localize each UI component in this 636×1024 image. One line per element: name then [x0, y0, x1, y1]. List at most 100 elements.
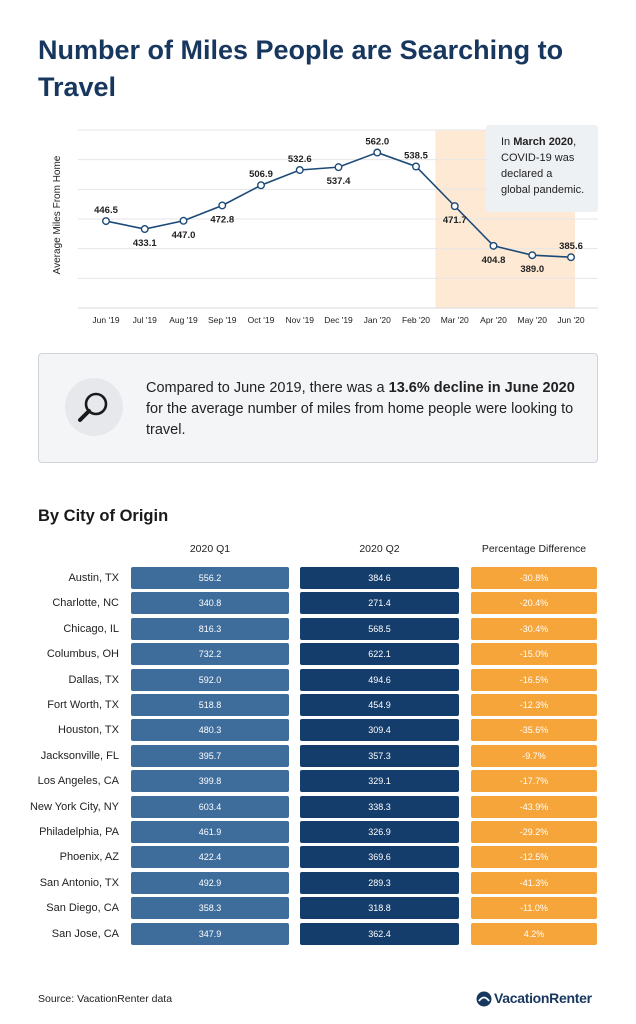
q2-cell: 289.3	[300, 871, 459, 894]
pct-cell: -9.7%	[471, 744, 597, 767]
q1-cell: 422.4	[131, 846, 289, 869]
data-label: 472.8	[210, 214, 234, 225]
q2-cell: 318.8	[300, 897, 459, 920]
city-label: Columbus, OH	[46, 648, 119, 661]
q1-cell: 732.2	[131, 643, 289, 666]
annotation-text: declared a	[501, 168, 553, 180]
pct-cell: -41.3%	[471, 871, 597, 894]
pct-cell: -20.4%	[471, 592, 597, 615]
y-axis-label: Average Miles From Home	[52, 155, 63, 274]
q1-cell: 461.9	[131, 821, 289, 843]
magnifier-icon	[65, 378, 123, 436]
x-tick-label: May '20	[518, 315, 548, 325]
city-label: San Antonio, TX	[39, 876, 119, 889]
q1-cell: 603.4	[131, 795, 289, 818]
column-header-q1: 2020 Q1	[189, 543, 231, 555]
data-label: 433.1	[133, 238, 157, 249]
callout-text-before: Compared to June 2019, there was a	[146, 380, 389, 396]
city-label: Philadelphia, PA	[39, 826, 119, 838]
x-tick-label: Oct '19	[248, 315, 275, 325]
q2-cell: 326.9	[300, 821, 459, 843]
pct-cell: -43.9%	[471, 795, 597, 818]
data-label: 385.6	[559, 241, 583, 252]
city-label: Jacksonville, FL	[40, 749, 119, 762]
data-point	[528, 251, 537, 260]
city-label: Dallas, TX	[68, 673, 119, 686]
q1-cell: 480.3	[131, 719, 289, 742]
data-point	[101, 217, 110, 226]
city-label: Houston, TX	[58, 724, 119, 737]
callout-text-after: for the average number of miles from hom…	[146, 401, 574, 438]
section-title: By City of Origin	[38, 507, 169, 525]
q2-cell: 384.6	[300, 567, 459, 589]
pct-cell: -30.4%	[471, 617, 597, 640]
data-point	[218, 201, 227, 210]
annotation-text: In March 2020,	[501, 136, 576, 148]
annotation-text: COVID-19 was	[501, 152, 575, 164]
callout-text: Compared to June 2019, there was a 13.6%…	[146, 378, 576, 441]
city-label: Chicago, IL	[63, 622, 119, 635]
annotation-box	[486, 125, 598, 212]
pct-cell: 4.2%	[471, 922, 597, 945]
city-label: San Jose, CA	[51, 927, 119, 940]
pct-cell: -15.0%	[471, 643, 597, 666]
pct-cell: -12.3%	[471, 694, 597, 716]
column-header-q2: 2020 Q2	[359, 543, 400, 555]
data-point	[373, 148, 382, 157]
data-label: 446.5	[94, 205, 118, 216]
q2-cell: 309.4	[300, 719, 459, 742]
data-label: 506.9	[249, 169, 273, 180]
pct-cell: -30.8%	[471, 567, 597, 589]
line-chart: Average Miles From Home 446.5 433.1 447.0 47…	[52, 125, 598, 325]
city-label: San Diego, CA	[46, 902, 119, 915]
data-point	[412, 162, 421, 171]
data-label: 404.8	[482, 255, 506, 266]
q2-cell: 338.3	[300, 795, 459, 818]
q2-cell: 329.1	[300, 770, 459, 793]
callout-box: Compared to June 2019, there was a 13.6%…	[38, 353, 598, 463]
data-label: 538.5	[404, 150, 428, 161]
data-point	[489, 241, 498, 250]
x-tick-label: Jan '20	[364, 315, 391, 325]
city-label: Fort Worth, TX	[47, 699, 119, 711]
x-tick-label: Jun '20	[557, 315, 584, 325]
x-tick-label: Jun '19	[92, 315, 119, 325]
x-tick-label: Dec '19	[324, 315, 353, 325]
x-tick-label: Feb '20	[402, 315, 430, 325]
annotation-text: global pandemic.	[501, 184, 584, 196]
data-label: 537.4	[327, 176, 351, 187]
city-label: Phoenix, AZ	[59, 851, 119, 864]
page-title: Number of Miles People are Searching to …	[38, 35, 564, 102]
data-point	[295, 165, 304, 174]
q1-cell: 358.3	[131, 897, 289, 920]
data-point	[567, 253, 576, 262]
q2-cell: 494.6	[300, 668, 459, 691]
source-note: Source: VacationRenter data	[38, 993, 173, 1005]
data-point	[334, 163, 343, 172]
q1-cell: 340.8	[131, 592, 289, 615]
pct-cell: -29.2%	[471, 821, 597, 843]
data-point	[450, 202, 459, 211]
brand-name: VacationRenter	[494, 990, 592, 1006]
data-point	[179, 216, 188, 225]
q1-cell: 592.0	[131, 668, 289, 691]
city-label: Austin, TX	[68, 572, 119, 584]
q1-cell: 492.9	[131, 871, 289, 894]
column-header-pct: Percentage Difference	[481, 543, 587, 555]
x-tick-label: Jul '19	[133, 315, 158, 325]
data-label: 389.0	[520, 264, 544, 275]
q1-cell: 816.3	[131, 617, 289, 640]
city-label: Los Angeles, CA	[37, 775, 119, 788]
pct-cell: -16.5%	[471, 668, 597, 691]
q1-cell: 347.9	[131, 922, 289, 945]
q1-cell: 518.8	[131, 694, 289, 716]
pct-cell: -35.6%	[471, 719, 597, 742]
brand-logo: VacationRenter	[476, 988, 600, 1010]
data-label: 471.7	[443, 215, 467, 226]
q2-cell: 622.1	[300, 643, 459, 666]
q1-cell: 399.8	[131, 770, 289, 793]
data-label: 447.0	[172, 230, 196, 241]
q2-cell: 454.9	[300, 694, 459, 716]
q2-cell: 357.3	[300, 744, 459, 767]
q1-cell: 395.7	[131, 744, 289, 767]
